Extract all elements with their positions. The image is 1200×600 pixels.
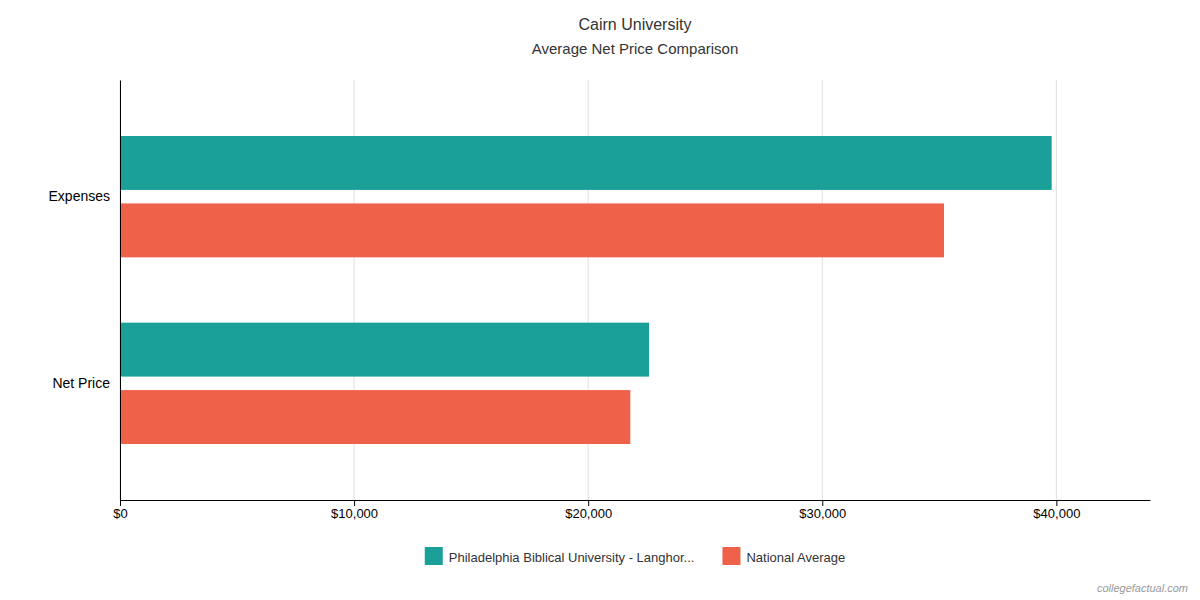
annotation: collegefactual.com — [1097, 582, 1188, 594]
grid-line — [1056, 80, 1057, 500]
legend-swatch — [722, 547, 740, 565]
x-tick: $10,000 — [331, 500, 378, 521]
bar — [120, 203, 944, 257]
y-tick-label: Expenses — [49, 188, 110, 204]
legend-label: Philadelphia Biblical University - Langh… — [449, 550, 695, 565]
x-tick-mark — [822, 500, 823, 506]
y-axis: Net Price Expenses — [49, 81, 121, 501]
grid-line — [120, 80, 121, 500]
y-tick-label: Net Price — [52, 375, 110, 391]
chart: $0 $10,000 $20,000 $30,000 $40,000 Net Price E… — [0, 0, 1200, 600]
x-tick-mark — [588, 500, 589, 506]
bar — [120, 390, 630, 444]
x-tick: $20,000 — [565, 500, 612, 521]
x-tick-mark — [120, 500, 121, 506]
bars — [120, 136, 1052, 444]
bar-series — [120, 203, 944, 444]
legend-swatch — [425, 547, 443, 565]
x-tick-label: $20,000 — [565, 506, 612, 521]
x-tick-label: $0 — [113, 506, 127, 521]
bar-series — [120, 136, 1052, 377]
x-tick-mark — [354, 500, 355, 506]
legend-item: National Average — [722, 547, 845, 565]
x-tick-label: $10,000 — [331, 506, 378, 521]
y-axis-line — [120, 81, 121, 501]
legend-label: National Average — [746, 550, 845, 565]
x-tick: $0 — [113, 500, 127, 521]
title: Cairn University — [579, 16, 692, 33]
legend-item: Philadelphia Biblical University - Langh… — [425, 547, 695, 565]
plot: $0 $10,000 $20,000 $30,000 $40,000 Net Price E… — [49, 80, 1151, 521]
legend: Philadelphia Biblical University - Langh… — [425, 547, 845, 565]
grid — [120, 80, 1056, 500]
x-tick: $40,000 — [1033, 500, 1080, 521]
x-axis-line — [121, 500, 1151, 501]
bar — [120, 323, 649, 377]
x-tick-label: $30,000 — [799, 506, 846, 521]
y-tick: Net Price — [52, 375, 110, 391]
bar — [120, 136, 1052, 190]
x-tick-mark — [1056, 500, 1057, 506]
subtitle: Average Net Price Comparison — [532, 40, 738, 57]
x-axis: $0 $10,000 $20,000 $30,000 $40,000 — [113, 500, 1150, 521]
x-tick: $30,000 — [799, 500, 846, 521]
y-tick: Expenses — [49, 188, 110, 204]
x-tick-label: $40,000 — [1033, 506, 1080, 521]
